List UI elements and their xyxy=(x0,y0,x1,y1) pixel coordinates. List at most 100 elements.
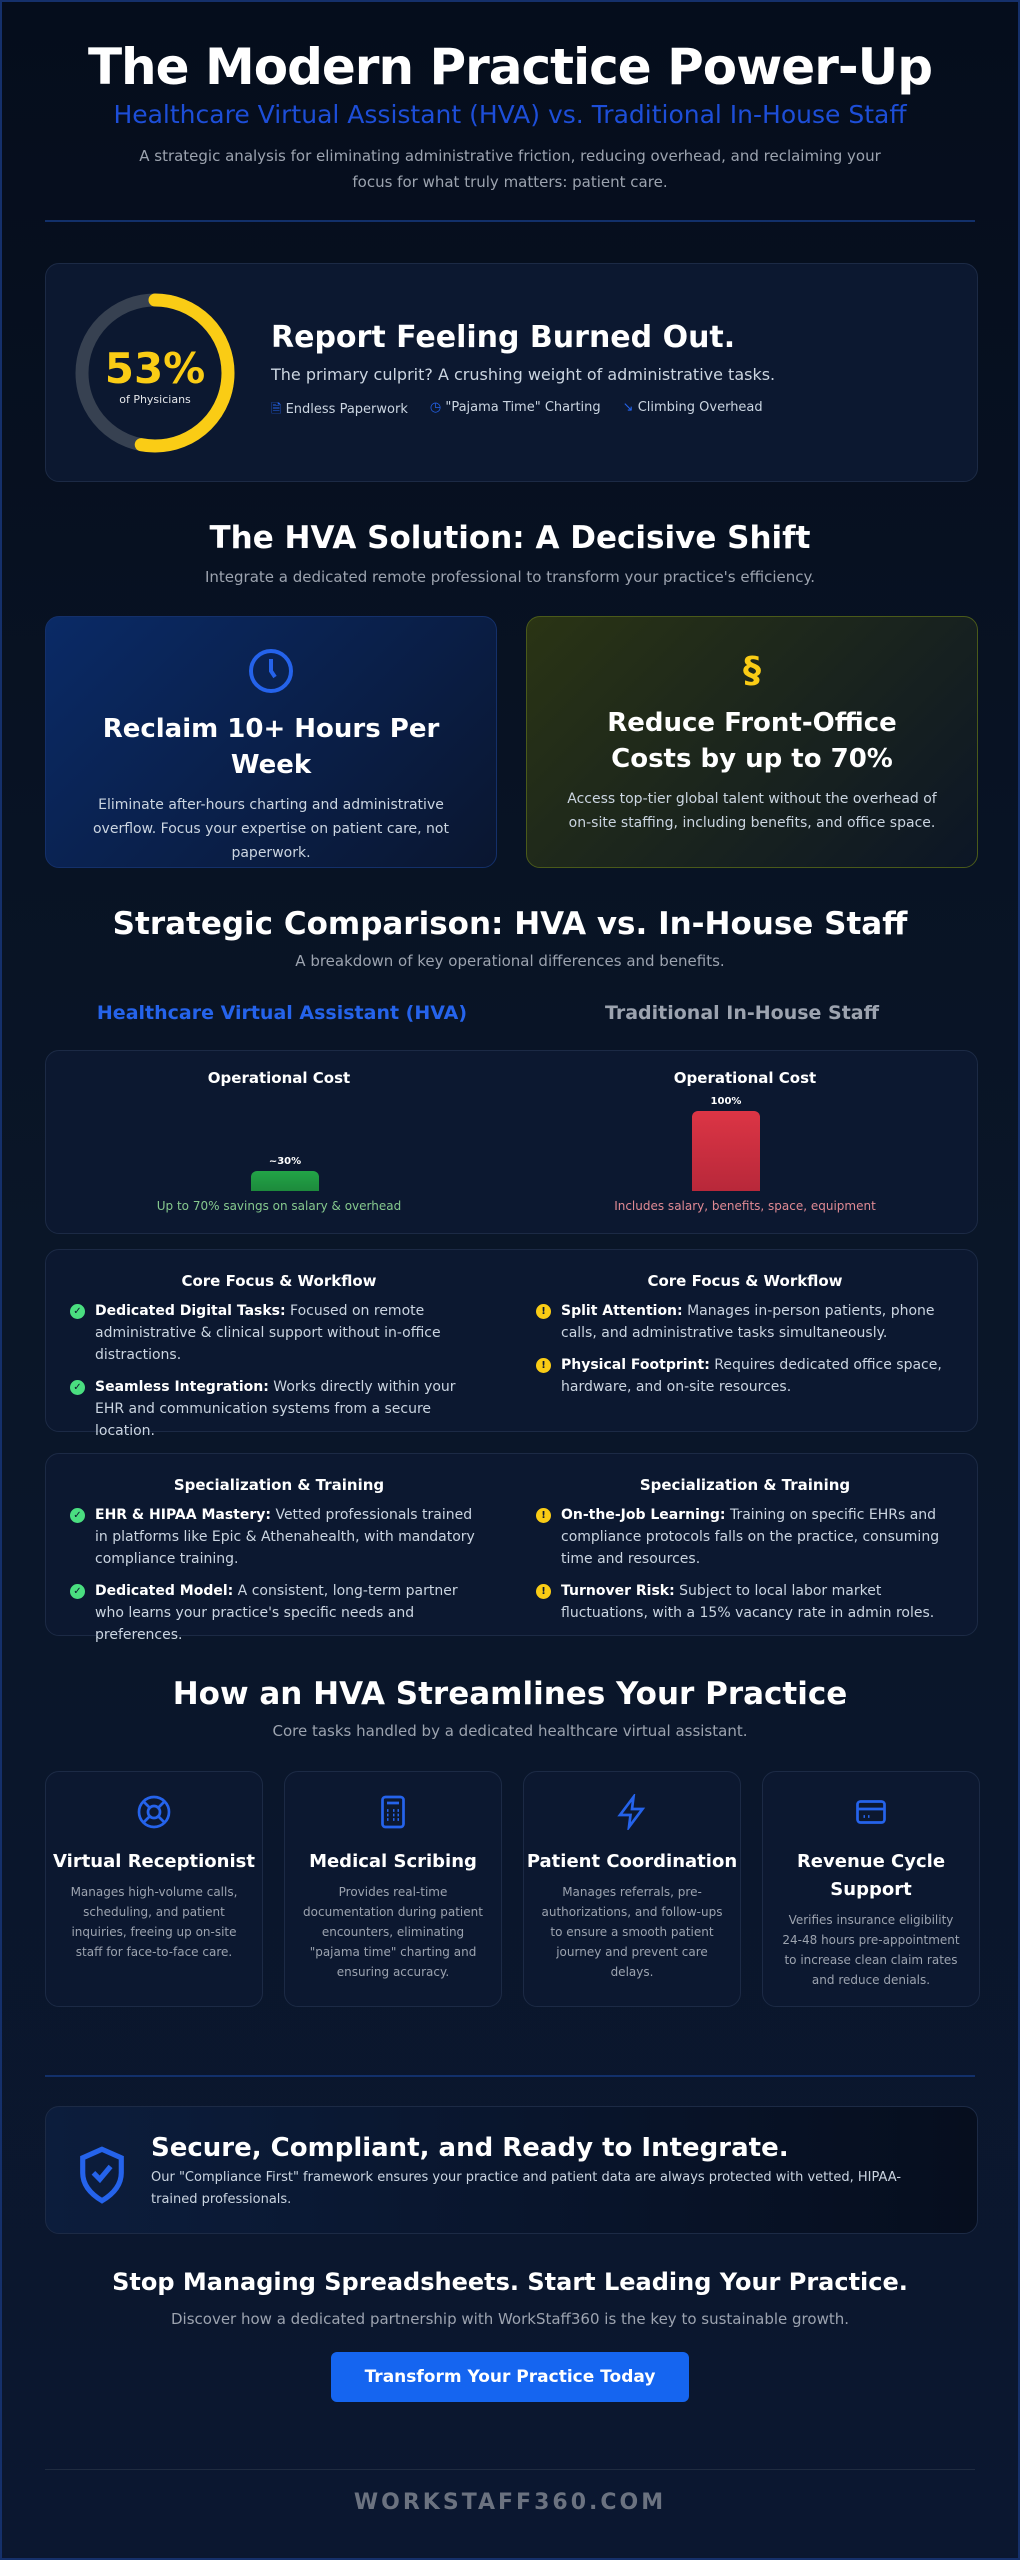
item-text: Manages in-person patients, phone calls,… xyxy=(561,1303,935,1341)
item-label: On-the-Job Learning: xyxy=(561,1507,726,1523)
task-text: Provides real-time documentation during … xyxy=(303,1885,483,1979)
hva-column-header: Healthcare Virtual Assistant (HVA) xyxy=(96,1002,468,1024)
secure-title: Secure, Compliant, and Ready to Integrat… xyxy=(151,2133,789,2163)
comparison-section-card: Core Focus & Workflow ✓ Dedicated Digital … xyxy=(45,1249,978,1439)
comparison-section-card: Specialization & Training ✓ EHR & HIPAA Ma… xyxy=(45,1453,978,1643)
check-circle-icon: ✓ xyxy=(70,1508,85,1523)
item-label: Split Attention: xyxy=(561,1303,683,1319)
solution-subtitle: Integrate a dedicated remote professiona… xyxy=(204,568,816,586)
item-text: Works directly within your EHR and commu… xyxy=(95,1379,456,1439)
item-label: Seamless Integration: xyxy=(95,1379,269,1395)
comparison-item: ✓ Dedicated Model: A consistent, long-ter… xyxy=(70,1580,488,1646)
burnout-percent-label: of Physicians xyxy=(119,393,191,406)
cta-title: Stop Managing Spreadsheets. Start Leadin… xyxy=(112,2268,908,2296)
item-text: Training on specific EHRs and compliance… xyxy=(561,1507,940,1567)
clock-icon xyxy=(249,649,293,693)
lightning-icon xyxy=(617,1792,646,1832)
item-text: Vetted professionals trained in platform… xyxy=(95,1507,475,1567)
solution-card-hours: Reclaim 10+ Hours Per Week Eliminate aft… xyxy=(45,616,497,868)
secure-text: Our "Compliance First" framework ensures… xyxy=(151,2170,902,2207)
check-circle-icon: ✓ xyxy=(70,1304,85,1319)
credit-card-icon xyxy=(856,1800,886,1824)
page-title: The Modern Practice Power-Up xyxy=(87,38,933,96)
cta-section: Stop Managing Spreadsheets. Start Leadin… xyxy=(2,2268,1018,2402)
comparison-item: ! On-the-Job Learning: Training on specif… xyxy=(536,1504,954,1570)
comparison-header: Strategic Comparison: HVA vs. In-House S… xyxy=(2,906,1018,970)
item-text: Requires dedicated office space, hardwar… xyxy=(561,1357,942,1395)
solution-header: The HVA Solution: A Decisive Shift Integ… xyxy=(2,520,1018,586)
task-card-receptionist: Virtual Receptionist Manages high-volume… xyxy=(45,1771,263,2007)
item-label: EHR & HIPAA Mastery: xyxy=(95,1507,271,1523)
warning-icon: ! xyxy=(536,1358,551,1373)
tasks-subtitle: Core tasks handled by a dedicated health… xyxy=(272,1722,748,1740)
trend-icon: ↘ xyxy=(622,400,634,415)
cta-subtitle: Discover how a dedicated partnership wit… xyxy=(170,2310,849,2328)
hva-cost-bar: ~30% xyxy=(251,1156,319,1191)
solution-card-text: Access top-tier global talent without th… xyxy=(567,791,937,831)
item-text: A consistent, long-term partner who lear… xyxy=(95,1583,458,1643)
clock-icon: ◷ xyxy=(429,400,442,415)
item-text: Subject to local labor market fluctuatio… xyxy=(561,1583,935,1621)
task-title: Virtual Receptionist xyxy=(53,1851,255,1872)
comparison-item: ✓ EHR & HIPAA Mastery: Vetted professiona… xyxy=(70,1504,488,1570)
warning-icon: ! xyxy=(536,1304,551,1319)
comparison-item: ✓ Seamless Integration: Works directly wi… xyxy=(70,1376,488,1442)
shield-check-icon xyxy=(80,2146,124,2204)
solution-title: The HVA Solution: A Decisive Shift xyxy=(209,520,811,556)
page-description: A strategic analysis for eliminating adm… xyxy=(139,147,881,191)
tag-paperwork: 🗎 Endless Paperwork xyxy=(271,402,408,417)
document-icon: 🗎 xyxy=(271,402,282,417)
comparison-item: ! Turnover Risk: Subject to local labor m… xyxy=(536,1580,954,1624)
comparison-item: ✓ Dedicated Digital Tasks: Focused on rem… xyxy=(70,1300,488,1366)
tag-pajama-time: ◷ "Pajama Time" Charting xyxy=(429,400,601,415)
dollar-icon: § xyxy=(743,650,761,691)
solution-card-costs: § Reduce Front-Office Costs by up to 70%… xyxy=(526,616,978,868)
task-text: Manages referrals, pre-authorizations, a… xyxy=(541,1885,723,1979)
check-circle-icon: ✓ xyxy=(70,1380,85,1395)
section-title: Specialization & Training xyxy=(639,1476,851,1494)
burnout-card: 53% of Physicians Report Feeling Burned … xyxy=(45,263,978,482)
item-label: Dedicated Digital Tasks: xyxy=(95,1303,286,1319)
transform-practice-button[interactable]: Transform Your Practice Today xyxy=(331,2352,689,2402)
header: The Modern Practice Power-Up Healthcare … xyxy=(2,38,1018,195)
burnout-percent: 53% xyxy=(104,344,206,393)
comparison-item: ! Split Attention: Manages in-person pati… xyxy=(536,1300,954,1344)
item-text: Focused on remote administrative & clini… xyxy=(95,1303,441,1363)
task-title: Medical Scribing xyxy=(309,1851,477,1872)
comparison-subtitle: A breakdown of key operational differenc… xyxy=(295,952,725,970)
task-text: Verifies insurance eligibility 24-48 hou… xyxy=(782,1913,960,1987)
tag-overhead: ↘ Climbing Overhead xyxy=(622,400,763,415)
section-title: Core Focus & Workflow xyxy=(647,1272,843,1290)
staff-cost-bar: 100% xyxy=(692,1096,760,1191)
task-card-revenue: Revenue Cycle Support Verifies insurance… xyxy=(762,1771,980,2007)
cost-title: Operational Cost xyxy=(673,1069,817,1087)
bar-label: ~30% xyxy=(268,1156,302,1168)
warning-icon: ! xyxy=(536,1508,551,1523)
hva-cost-note: Up to 70% savings on salary & overhead xyxy=(156,1199,402,1213)
page-subtitle: Healthcare Virtual Assistant (HVA) vs. T… xyxy=(113,100,907,129)
solution-card-title: Reduce Front-Office Costs by up to 70% xyxy=(607,708,897,774)
task-title: Revenue Cycle Support xyxy=(796,1851,946,1900)
task-card-coordination: Patient Coordination Manages referrals, … xyxy=(523,1771,741,2007)
item-label: Physical Footprint: xyxy=(561,1357,710,1373)
burnout-donut xyxy=(75,293,235,453)
item-label: Dedicated Model: xyxy=(95,1583,234,1599)
bar-label: 100% xyxy=(710,1096,742,1107)
task-text: Manages high-volume calls, scheduling, a… xyxy=(70,1885,238,1959)
cost-title: Operational Cost xyxy=(207,1069,351,1087)
staff-column-header: Traditional In-House Staff xyxy=(604,1002,880,1024)
divider xyxy=(45,220,975,222)
burnout-title: Report Feeling Burned Out. xyxy=(271,320,736,355)
tasks-title: How an HVA Streamlines Your Practice xyxy=(172,1676,848,1712)
lifebuoy-icon xyxy=(137,1795,171,1829)
staff-cost-note: Includes salary, benefits, space, equipm… xyxy=(614,1199,876,1213)
task-card-scribing: Medical Scribing Provides real-time docu… xyxy=(284,1771,502,2007)
secure-card: Secure, Compliant, and Ready to Integrat… xyxy=(45,2106,978,2234)
comparison-item: ! Physical Footprint: Requires dedicated … xyxy=(536,1354,954,1398)
solution-card-text: Eliminate after-hours charting and admin… xyxy=(92,797,449,861)
calculator-icon xyxy=(381,1795,405,1829)
section-title: Specialization & Training xyxy=(173,1476,385,1494)
warning-icon: ! xyxy=(536,1584,551,1599)
check-circle-icon: ✓ xyxy=(70,1584,85,1599)
